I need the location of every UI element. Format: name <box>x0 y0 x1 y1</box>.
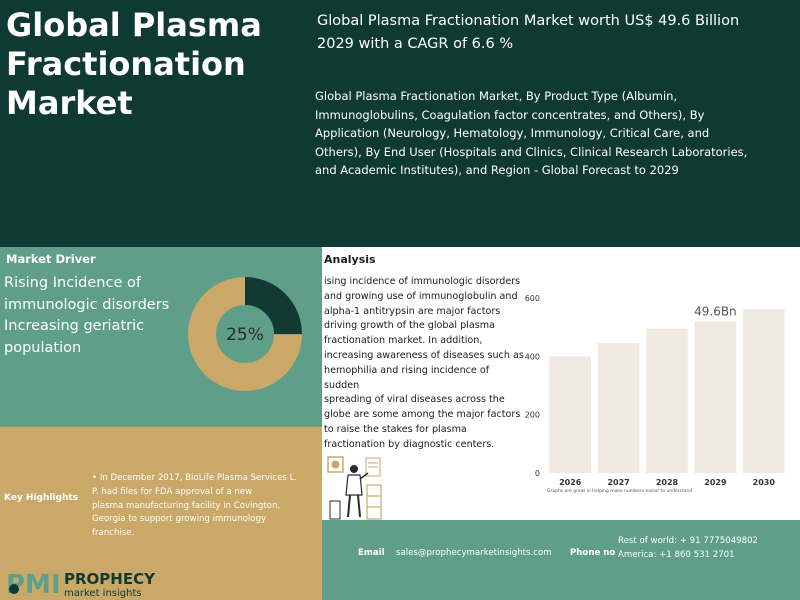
report-scope: Global Plasma Fractionation Market, By P… <box>315 87 790 180</box>
bar-2028 <box>646 328 688 473</box>
highlight-line: franchise. <box>92 528 135 539</box>
email-link[interactable]: sales@prophecymarketinsights.com <box>396 548 552 558</box>
x-tick-label: 2030 <box>753 478 776 487</box>
chart-bars <box>549 309 785 473</box>
highlight-text: In December 2017, BioLife Plasma Service… <box>99 473 298 483</box>
phone-label: Phone no <box>570 548 616 558</box>
key-highlights-panel: Key Highlights • In December 2017, BioLi… <box>0 427 322 600</box>
market-headline: Global Plasma Fractionation Market worth… <box>317 10 787 56</box>
bullet-icon: • <box>92 473 98 483</box>
highlight-line: P. had files for FDA approval of a new <box>92 486 253 497</box>
analysis-heading: Analysis <box>324 253 376 266</box>
highlight-line: plasma manufacturing facility in Covingt… <box>92 500 281 511</box>
title-line: Global Plasma <box>6 6 262 44</box>
bar-chart: 0 200 400 600 2026 2027 2028 2029 2030 49.6Bn G… <box>525 294 785 494</box>
y-tick-label: 600 <box>525 294 540 303</box>
analysis-line: ising incidence of immunologic disorders <box>324 276 521 287</box>
page-title: Global Plasma Fractionation Market <box>6 6 306 123</box>
market-driver-list: Rising Incidence of immunologic disorder… <box>4 273 190 359</box>
bar-2029 <box>694 321 737 473</box>
analysis-line: globe are some among the major factors <box>324 409 521 421</box>
scope-line: Immunoglobulins, Coagulation factor conc… <box>315 107 705 122</box>
bar-2026 <box>549 356 592 473</box>
highlight-line: • In December 2017, BioLife Plasma Servi… <box>92 472 318 486</box>
y-tick-label: 400 <box>525 352 540 361</box>
donut-percent-label: 25% <box>226 325 264 345</box>
key-highlights-heading: Key Highlights <box>4 493 79 503</box>
data-label: 49.6Bn <box>694 304 737 318</box>
analysis-line: driving growth of the global plasma <box>324 320 495 332</box>
analysis-line: spreading of viral diseases across the <box>324 394 505 406</box>
bar-2030 <box>742 309 785 473</box>
analysis-line: to raise the stakes for plasma <box>324 423 467 435</box>
headline-line: 2029 with a CAGR of 6.6 % <box>317 36 514 52</box>
analysis-text: ising incidence of immunologic disorders… <box>324 275 524 453</box>
x-tick-label: 2027 <box>607 478 629 487</box>
y-axis-ticks: 0 200 400 600 <box>525 294 540 478</box>
title-line: Market <box>6 84 133 122</box>
logo-name: PROPHECY <box>64 570 156 588</box>
contact-footer: Email sales@prophecymarketinsights.com P… <box>322 520 800 600</box>
phone-row-rest-of-world[interactable]: Rest of world: + 91 7775049802 <box>618 536 759 546</box>
y-tick-label: 0 <box>535 469 540 478</box>
driver-line: population <box>4 339 82 356</box>
scope-line: Application (Neurology, Hematology, Immu… <box>315 126 710 141</box>
x-tick-label: 2029 <box>704 478 727 487</box>
data-labels: 49.6Bn <box>694 304 737 318</box>
analysis-line: fractionation market. In addition, <box>324 335 483 347</box>
driver-line: Increasing geriatric <box>4 318 145 334</box>
y-tick-label: 200 <box>525 411 540 420</box>
analysis-line: alpha-1 antitrypsin are major factors <box>324 305 501 317</box>
analysis-line: fractionation by diagnostic centers. <box>324 438 495 450</box>
donut-segment <box>188 277 302 391</box>
market-driver-heading: Market Driver <box>6 252 96 266</box>
doctor-analysis-illustration-icon <box>327 456 382 520</box>
analysis-line: and growing use of immunoglobulin and <box>324 290 518 302</box>
headline-line: Global Plasma Fractionation Market worth… <box>317 13 740 29</box>
x-axis-labels: 2026 2027 2028 2029 2030 <box>559 478 775 487</box>
bar-2027 <box>597 343 640 473</box>
email-label: Email <box>358 548 385 558</box>
scope-line: and Academic Institutes), and Region - G… <box>315 163 679 178</box>
header-banner: Global Plasma Fractionation Market Globa… <box>0 0 800 247</box>
driver-line: immunologic disorders <box>4 296 170 313</box>
logo-tagline: market insights <box>64 588 142 599</box>
key-highlights-list: • In December 2017, BioLife Plasma Servi… <box>92 472 318 541</box>
prophecy-logo: PMI PROPHECY market insights <box>6 570 156 599</box>
analysis-line: hemophilia and rising incidence of sudde… <box>324 364 490 391</box>
phone-numbers: Rest of world: + 91 7775049802 America: … <box>618 534 758 562</box>
donut-chart: 25% <box>188 277 302 391</box>
market-driver-panel: Market Driver Rising Incidence of immuno… <box>0 247 322 427</box>
scope-line: Global Plasma Fractionation Market, By P… <box>315 89 678 103</box>
highlight-line: Georgia to support growing immunology <box>92 514 267 525</box>
x-tick-label: 2026 <box>559 478 582 487</box>
driver-line: Rising Incidence of <box>4 275 141 291</box>
phone-row-america[interactable]: America: +1 860 531 2701 <box>618 550 735 560</box>
title-line: Fractionation <box>6 45 246 83</box>
chart-note: Graphs are great in helping make numbers… <box>547 488 692 494</box>
logo-globe-icon <box>9 584 19 594</box>
analysis-line: increasing awareness of diseases such as <box>324 349 524 361</box>
scope-line: Others), By End User (Hospitals and Clin… <box>315 144 748 159</box>
x-tick-label: 2028 <box>656 478 679 487</box>
